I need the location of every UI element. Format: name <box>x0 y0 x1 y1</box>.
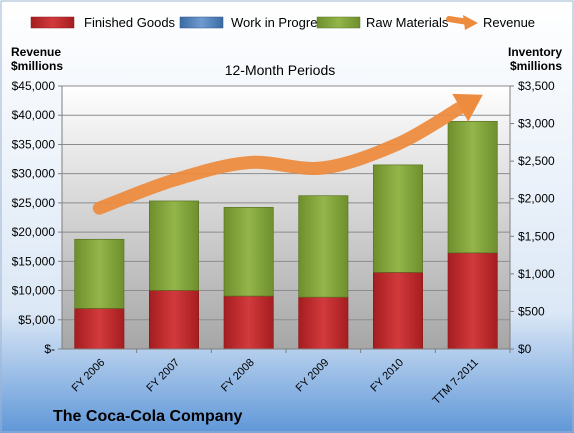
right-tick-label: $3,500 <box>518 79 555 93</box>
revenue-arrow-head <box>452 93 483 122</box>
bar-raw-materials-fy-2010 <box>373 164 423 273</box>
left-axis-title-line1: Revenue <box>11 45 61 59</box>
legend-swatch-finished-goods <box>30 16 75 29</box>
bars <box>74 120 498 350</box>
bar-finished-goods-fy-2008 <box>223 295 274 350</box>
right-tick-label: $2,500 <box>518 154 555 168</box>
right-axis-title-line2: $millions <box>510 59 562 73</box>
bar-raw-materials-fy-2008 <box>223 207 274 297</box>
bar-finished-goods-fy-2010 <box>373 272 423 350</box>
right-tick-label: $2,000 <box>518 192 555 206</box>
bar-finished-goods-fy-2007 <box>149 290 199 350</box>
bar-raw-materials-fy-2009 <box>298 195 349 298</box>
right-axis-title-line1: Inventory <box>508 45 562 59</box>
bar-raw-materials-fy-2007 <box>149 200 199 291</box>
right-axis-ticks: $0 $500 $1,000 $1,500 $2,000 $2,500 $3,000 $3,5… <box>510 79 555 356</box>
left-tick-label: $5,000 <box>18 313 55 327</box>
left-tick-label: $30,000 <box>12 167 56 181</box>
bar-finished-goods-ttm-7-2011 <box>447 252 498 350</box>
right-tick-label: $3,000 <box>518 117 555 131</box>
right-tick-label: $500 <box>518 304 545 318</box>
bar-finished-goods-fy-2009 <box>298 296 349 350</box>
company-name: The Coca-Cola Company <box>53 408 242 425</box>
chart-title: 12-Month Periods <box>225 62 336 78</box>
bar-finished-goods-fy-2006 <box>74 308 125 350</box>
legend-swatch-raw-materials <box>316 16 361 29</box>
legend-label-finished-goods: Finished Goods <box>84 15 176 30</box>
right-tick-label: $1,500 <box>518 229 555 243</box>
legend-swatch-work-in-progress <box>179 16 224 29</box>
left-tick-label: $10,000 <box>12 284 56 298</box>
legend-label-work-in-progress: Work in Progress <box>231 15 331 30</box>
left-tick-label: $25,000 <box>12 196 56 210</box>
revenue-series <box>92 93 483 215</box>
left-tick-label: $40,000 <box>12 108 56 122</box>
left-tick-label: $35,000 <box>12 137 56 151</box>
gridlines <box>62 85 510 321</box>
legend-label-raw-materials: Raw Materials <box>366 15 449 30</box>
right-tick-label: $1,000 <box>518 267 555 281</box>
left-axis-title-line2: $millions <box>11 59 63 73</box>
legend-arrow-head-revenue <box>463 15 478 30</box>
left-tick-label: $20,000 <box>12 225 56 239</box>
revenue-line <box>92 101 466 215</box>
left-axis-ticks: $- $5,000 $10,000 $15,000 $20,000 $25,000 $30,… <box>12 79 62 356</box>
legend-label-revenue: Revenue <box>483 15 535 30</box>
bar-raw-materials-fy-2006 <box>74 238 125 309</box>
right-tick-label: $0 <box>518 342 532 356</box>
bar-raw-materials-ttm-7-2011 <box>447 120 498 254</box>
left-tick-label: $45,000 <box>12 79 56 93</box>
left-tick-label: $15,000 <box>12 254 56 268</box>
legend: Finished Goods Work in Progress Raw Mate… <box>30 15 535 30</box>
left-tick-label: $- <box>44 342 55 356</box>
